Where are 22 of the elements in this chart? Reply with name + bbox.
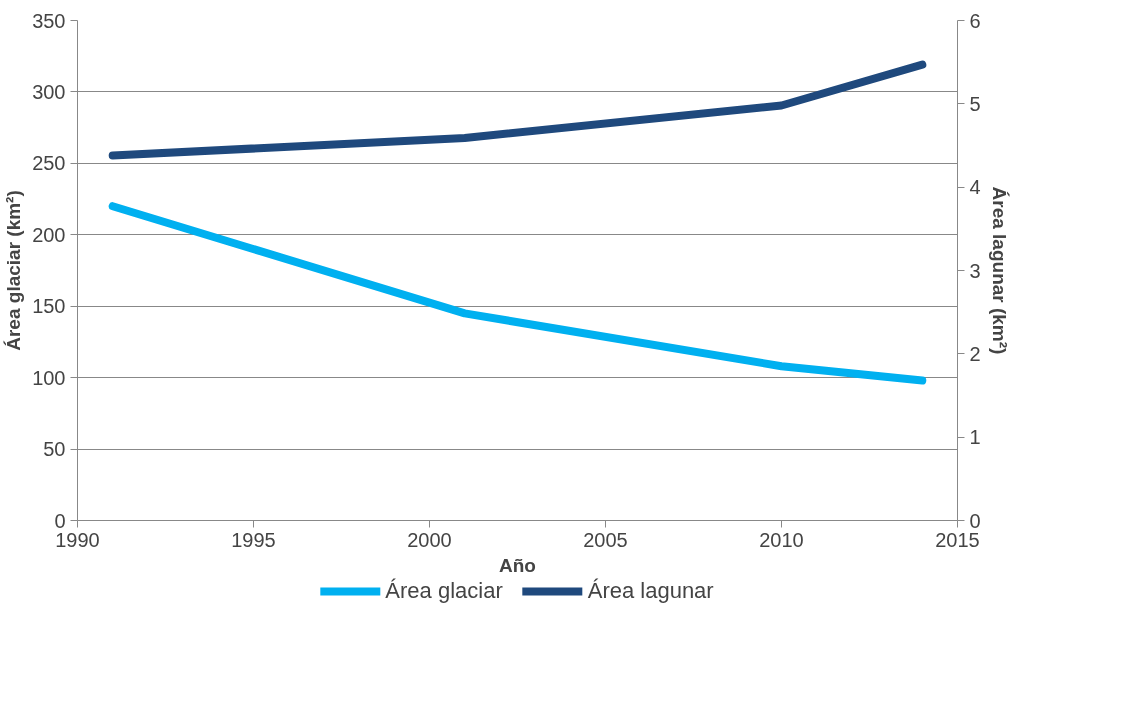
y2-tick-label: 3	[969, 259, 981, 282]
x-tick-label: 2000	[407, 528, 452, 551]
y-tick-label: 100	[32, 366, 66, 389]
y2-tick-label: 5	[969, 92, 981, 115]
y2-tick-label: 2	[969, 342, 981, 365]
y2-tick-label: 6	[969, 9, 981, 32]
y-axis-title: Área glaciar (km²)	[3, 190, 25, 351]
legend-label: Área glaciar	[385, 578, 503, 604]
y-tick-label: 350	[32, 9, 66, 32]
y-tick-label: 300	[32, 80, 66, 103]
x-tick-label: 2005	[583, 528, 628, 551]
y-tick-label: 150	[32, 295, 66, 318]
legend-label: Área lagunar	[587, 578, 714, 604]
y2-axis-title: Área lagunar (km²)	[988, 186, 1010, 355]
x-tick-label: 1995	[231, 528, 276, 551]
y-tick-label: 50	[43, 438, 66, 461]
y-tick-label: 200	[32, 223, 66, 246]
x-axis-title: Año	[499, 554, 536, 576]
y2-tick-label: 1	[969, 426, 981, 449]
y-tick-label: 250	[32, 152, 66, 175]
x-tick-label: 2010	[759, 528, 804, 551]
y2-tick-label: 4	[969, 176, 981, 199]
